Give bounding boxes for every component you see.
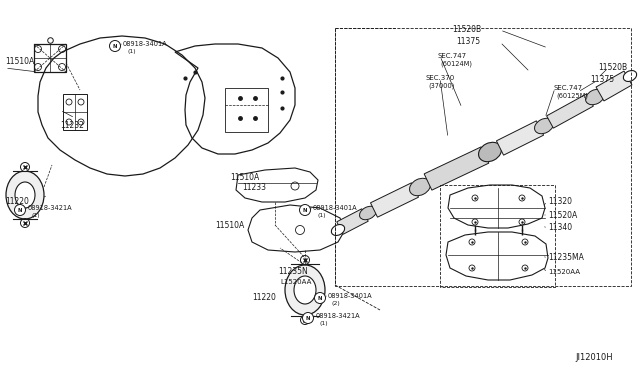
Polygon shape <box>547 94 593 128</box>
Text: (1): (1) <box>32 214 40 218</box>
Text: 11233: 11233 <box>242 183 266 192</box>
Text: 11235MA: 11235MA <box>548 253 584 263</box>
Text: (1): (1) <box>127 49 136 55</box>
Text: 08918-3401A: 08918-3401A <box>313 205 358 211</box>
Ellipse shape <box>360 206 376 220</box>
Circle shape <box>300 205 310 215</box>
Circle shape <box>15 205 26 215</box>
Text: 11220: 11220 <box>252 294 276 302</box>
Polygon shape <box>337 209 368 234</box>
Text: 11520A: 11520A <box>548 211 577 219</box>
Text: 11510A: 11510A <box>5 58 35 67</box>
Ellipse shape <box>332 225 344 235</box>
Text: 11375: 11375 <box>590 76 614 84</box>
Text: SEC.747: SEC.747 <box>438 53 467 59</box>
Text: 11520AA: 11520AA <box>548 269 580 275</box>
Ellipse shape <box>479 142 502 162</box>
Polygon shape <box>424 147 489 190</box>
Ellipse shape <box>586 89 604 105</box>
Text: 11232: 11232 <box>60 121 84 129</box>
Text: JI12010H: JI12010H <box>575 353 612 362</box>
Circle shape <box>301 256 310 264</box>
Text: 11510A: 11510A <box>215 221 244 230</box>
Text: SEC.747: SEC.747 <box>554 85 583 91</box>
Ellipse shape <box>15 182 35 208</box>
Text: 11320: 11320 <box>548 198 572 206</box>
Text: 08918-3421A: 08918-3421A <box>28 205 72 211</box>
Ellipse shape <box>623 71 637 81</box>
Circle shape <box>109 41 120 51</box>
Text: 11235N: 11235N <box>278 267 308 276</box>
Polygon shape <box>596 71 632 101</box>
Text: (37000): (37000) <box>428 83 454 89</box>
Text: (60125M): (60125M) <box>556 93 588 99</box>
Text: (1): (1) <box>317 214 326 218</box>
Ellipse shape <box>534 118 554 134</box>
Text: N: N <box>18 208 22 212</box>
Circle shape <box>20 163 29 171</box>
Text: N: N <box>317 295 323 301</box>
Text: SEC.370: SEC.370 <box>425 75 454 81</box>
Text: 11520B: 11520B <box>452 26 481 35</box>
Text: N: N <box>113 44 117 48</box>
Circle shape <box>314 292 326 304</box>
Text: (2): (2) <box>332 301 340 307</box>
Text: (60124M): (60124M) <box>440 61 472 67</box>
Text: N: N <box>306 315 310 321</box>
Circle shape <box>301 315 310 324</box>
Circle shape <box>303 312 314 324</box>
Ellipse shape <box>294 276 316 304</box>
Text: L1520AA: L1520AA <box>280 279 312 285</box>
Bar <box>440 185 555 287</box>
Text: 11520B: 11520B <box>598 64 627 73</box>
Text: 08918-3401A: 08918-3401A <box>328 293 372 299</box>
Ellipse shape <box>410 178 431 196</box>
Ellipse shape <box>285 265 325 315</box>
Polygon shape <box>497 121 543 155</box>
Bar <box>335 28 631 286</box>
Text: 11375: 11375 <box>456 38 480 46</box>
Text: (1): (1) <box>320 321 328 327</box>
Ellipse shape <box>6 171 44 219</box>
Polygon shape <box>371 183 419 217</box>
Text: 11510A: 11510A <box>230 173 259 183</box>
Text: 11220: 11220 <box>5 198 29 206</box>
Text: 08918-3421A: 08918-3421A <box>316 313 360 319</box>
Circle shape <box>20 218 29 228</box>
Text: N: N <box>303 208 307 212</box>
Text: 08918-3401A: 08918-3401A <box>123 41 168 47</box>
Text: 11340: 11340 <box>548 224 572 232</box>
